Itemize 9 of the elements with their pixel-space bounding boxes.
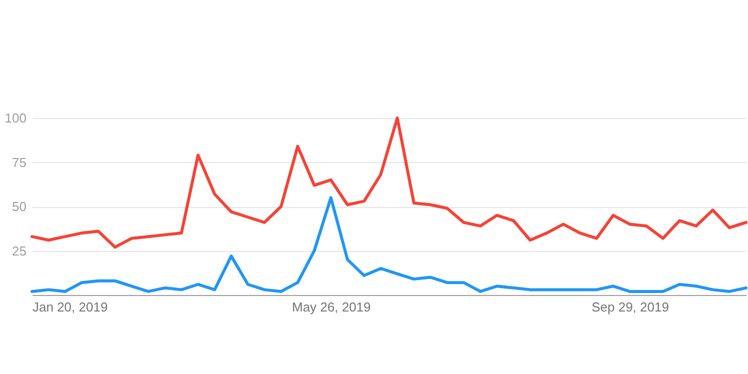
line-series [30, 196, 748, 293]
x-tick-label: May 26, 2019 [292, 300, 371, 314]
y-tick-label: 25 [12, 243, 26, 258]
y-tick-label: 75 [12, 154, 26, 170]
line-series [30, 116, 748, 249]
y-tick-label: 50 [12, 199, 26, 214]
y-tick-label: 100 [4, 110, 26, 126]
x-tick-label: Jan 20, 2019 [32, 300, 108, 314]
x-tick-label: Sep 29, 2019 [592, 300, 669, 314]
